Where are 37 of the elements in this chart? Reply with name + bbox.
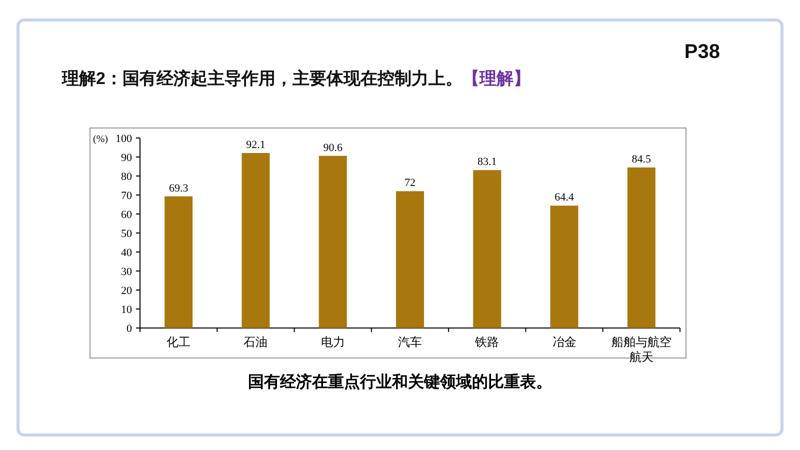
y-tick-label: 10 (121, 304, 132, 316)
data-label: 92.1 (246, 139, 266, 152)
x-tick-label: 铁路 (474, 335, 500, 349)
x-tick-label: 汽车 (398, 335, 422, 349)
x-tick-label: 冶金 (552, 335, 576, 349)
y-tick-label: 70 (121, 190, 132, 202)
x-axis-title: 国有经济在重点行业和关键领域的比重表。 (248, 373, 552, 391)
bar (627, 167, 656, 328)
y-tick-label: 100 (116, 133, 132, 145)
y-tick-label: 90 (121, 152, 132, 164)
y-tick-label: 30 (121, 266, 132, 278)
data-label: 64.4 (554, 192, 574, 204)
data-label: 69.3 (168, 182, 189, 194)
bar (396, 191, 424, 328)
x-tick-label: 石油 (244, 335, 268, 349)
y-tick-label: 40 (121, 247, 132, 259)
bar (473, 170, 502, 328)
bar (318, 156, 347, 328)
data-label: 90.6 (323, 142, 343, 154)
text: 【理解】 (462, 69, 530, 88)
chart-title: 理解2：国有经济起主导作用，主要体现在控制力上。 (61, 69, 462, 88)
data-label: 72 (404, 177, 416, 190)
y-axis-title: (%) (93, 134, 108, 145)
bar (242, 153, 270, 328)
data-label: 83.1 (478, 156, 497, 168)
data-label: 84.5 (632, 153, 652, 166)
y-tick-label: 0 (126, 323, 132, 335)
bar (164, 196, 193, 328)
text: P38 (684, 41, 720, 63)
y-tick-label: 20 (121, 285, 132, 297)
x-tick-label: 电力 (320, 335, 345, 349)
y-tick-label: 60 (121, 209, 132, 221)
x-tick-label: 船舶与航空航天 (611, 335, 672, 364)
bar (550, 206, 578, 328)
y-tick-label: 80 (121, 171, 132, 183)
y-tick-label: 50 (121, 228, 132, 240)
x-tick-label: 化工 (166, 335, 191, 349)
